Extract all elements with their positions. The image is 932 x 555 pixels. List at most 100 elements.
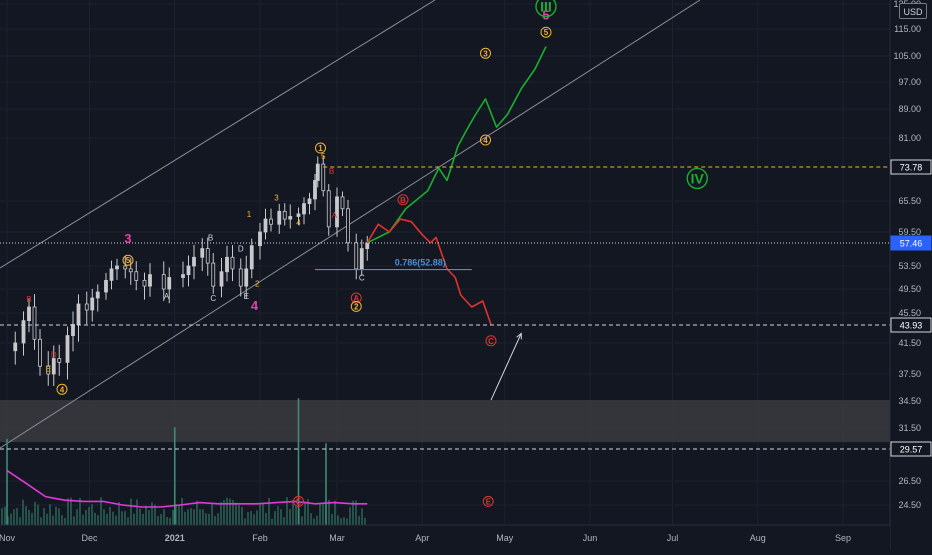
candle-body — [326, 190, 331, 228]
price-tick-label: 34.50 — [898, 396, 921, 406]
wave-label-text: 5 — [126, 256, 131, 265]
candle-body — [167, 277, 172, 290]
volume-layer — [1, 398, 368, 525]
wave-label-text: E — [244, 292, 249, 301]
candle-body — [123, 265, 128, 270]
demand-zone — [0, 400, 890, 443]
wave-label-magenta-4: 3 — [124, 231, 131, 246]
wave-label-red-0: B — [26, 295, 31, 304]
wave-label-circle — [485, 335, 497, 347]
wave-label-text: B — [26, 295, 31, 304]
wave-label-text: A — [353, 294, 359, 303]
candle-body — [307, 198, 312, 204]
price-tick-label: 24.50 — [898, 500, 921, 510]
price-tag-label: 29.57 — [900, 445, 923, 455]
candle-body — [288, 216, 293, 220]
wave-label-orange-17: 5 — [321, 152, 326, 161]
wave-label-red-19: A — [332, 211, 338, 220]
wave-label-circle — [56, 383, 68, 395]
candle-body — [365, 242, 370, 249]
wave-label-magenta-28: 5 — [542, 8, 549, 23]
time-tick-label: May — [496, 533, 514, 543]
time-tick-label: 2021 — [165, 533, 185, 543]
wave-label-text: 2 — [255, 279, 260, 288]
time-tick-label: Mar — [329, 533, 345, 543]
channel-upper-line — [0, 0, 436, 269]
wave-label-orange-3: 4 — [56, 383, 68, 395]
price-tick-label: 31.50 — [898, 423, 921, 433]
time-tick-label: Jun — [583, 533, 598, 543]
price-tick-label: 41.50 — [898, 338, 921, 348]
bearish-projection-line — [366, 218, 492, 325]
wave-label-orange-25: 4 — [480, 134, 491, 146]
candle-body — [13, 342, 18, 352]
candle-body — [296, 213, 301, 217]
wave-label-text: 1 — [247, 210, 252, 219]
currency-label[interactable]: USD — [899, 3, 927, 19]
candle-body — [340, 196, 345, 210]
candle-body — [186, 265, 191, 276]
time-tick-label: Apr — [415, 533, 429, 543]
price-tick-label: 105.00 — [893, 51, 921, 61]
wave-label-circle — [535, 0, 557, 18]
price-levels-layer: 0.786(52.88) — [0, 166, 890, 450]
wave-label-orange-15: 4 — [296, 219, 301, 228]
wave-label-red-21: A — [350, 292, 362, 304]
wave-label-circle — [540, 26, 552, 38]
candle-body — [225, 256, 229, 273]
wave-label-text: 1 — [318, 144, 323, 153]
bullish-projection-line — [366, 46, 547, 244]
price-tick-label: 53.50 — [898, 261, 921, 271]
price-axis-panel — [890, 0, 932, 550]
wave-label-text: 4 — [483, 136, 488, 145]
wave-label-text: D — [51, 351, 57, 360]
wave-label-magenta-13: 4 — [251, 298, 259, 313]
price-tick-label: 89.00 — [898, 104, 921, 114]
candle-body — [65, 335, 70, 363]
price-tag-label: 43.93 — [900, 321, 923, 331]
wave-label-circle — [480, 47, 491, 59]
candle-body — [161, 274, 166, 290]
candle-body — [38, 338, 42, 367]
wave-label-text: C — [488, 337, 494, 346]
volume-ma-line — [6, 469, 368, 508]
candle-body — [57, 358, 62, 363]
price-tag-box — [890, 235, 932, 251]
wave-label-text: E — [486, 497, 492, 506]
wave-label-white-6: A — [164, 292, 170, 301]
price-tick-label: 59.50 — [898, 227, 921, 237]
wave-label-white-11: E — [244, 292, 249, 301]
wave-label-text: 2 — [354, 302, 359, 311]
wave-label-text: 4 — [296, 219, 301, 228]
fib-level-label: 0.786(52.88) — [395, 258, 446, 268]
wave-label-text: C — [359, 274, 365, 283]
wave-label-red-31: E — [293, 495, 304, 507]
wave-label-red-24: C — [485, 335, 497, 347]
price-tag-label: 73.78 — [900, 163, 923, 173]
wave-label-circle — [350, 300, 362, 312]
wave-label-text: 3 — [483, 49, 488, 58]
wave-label-red-23: B — [397, 194, 409, 206]
wave-label-text: A — [164, 292, 170, 301]
candle-body — [354, 242, 359, 270]
candle-body — [258, 231, 262, 247]
candle-body — [238, 268, 243, 287]
price-tick-label: 45.50 — [898, 308, 921, 318]
candle-body — [346, 208, 350, 244]
price-tag-box — [890, 159, 932, 175]
wave-label-circle — [480, 134, 491, 146]
candle-body — [249, 245, 254, 270]
wave-label-circle — [122, 254, 134, 266]
wave-label-text: 5 — [321, 152, 326, 161]
candle-body — [211, 262, 216, 287]
candle-body — [104, 279, 108, 293]
candle-body — [84, 303, 89, 311]
candle-body — [219, 271, 224, 287]
price-tag-box — [890, 317, 932, 333]
candle-body — [134, 271, 139, 281]
price-tag-label: 57.46 — [900, 239, 923, 249]
wave-label-orange-10: 1 — [247, 210, 252, 219]
wave-label-orange-14: 3 — [274, 194, 279, 203]
